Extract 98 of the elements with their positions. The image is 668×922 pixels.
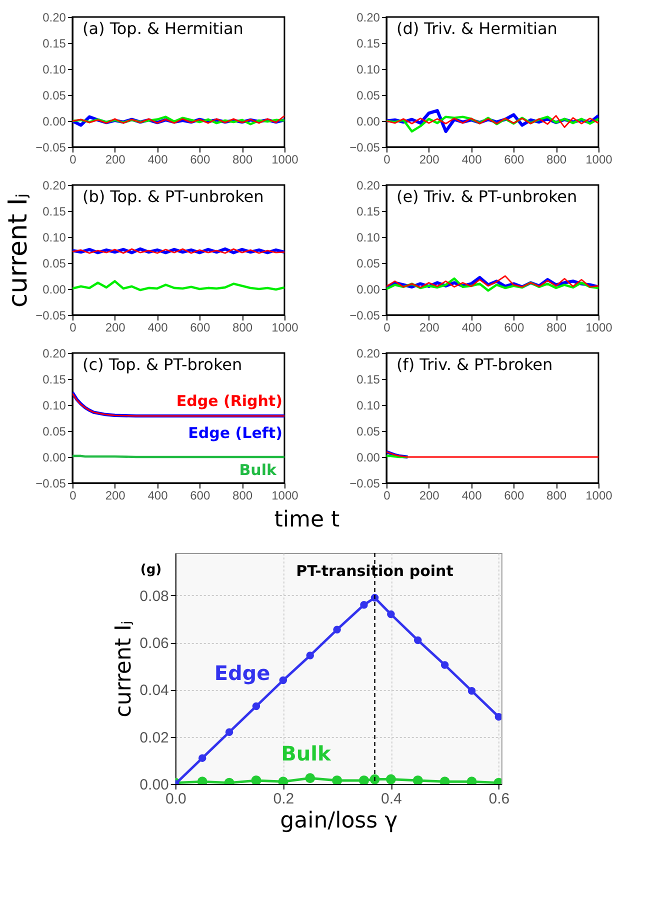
y-tick-label: 0.15 xyxy=(356,36,380,50)
x-tick-label: 200 xyxy=(105,152,126,166)
y-tick-label: 0.00 xyxy=(356,114,380,128)
y-axis-title: current Iⱼ xyxy=(4,193,34,308)
y-tick-label: 0.06 xyxy=(140,635,169,652)
y-tick-label: −0.05 xyxy=(350,476,380,490)
y-tick-label: 0.15 xyxy=(42,372,66,386)
x-axis-title: time t xyxy=(274,508,340,532)
x-tick-label: 400 xyxy=(462,152,482,166)
y-tick-label: 0.15 xyxy=(42,36,66,50)
text: (g) xyxy=(140,562,162,578)
chart-title: (c) Top. & PT-broken xyxy=(82,355,242,374)
x-tick-label: 0 xyxy=(384,320,391,334)
x-tick-label: 600 xyxy=(504,320,524,334)
x-tick-label: 200 xyxy=(419,320,440,334)
x-tick-label: 200 xyxy=(105,488,126,502)
x-tick-label: 1000 xyxy=(272,152,299,166)
series-label: Bulk xyxy=(281,742,332,766)
y-tick-label: 0.20 xyxy=(42,178,66,192)
y-tick-label: 0.05 xyxy=(42,424,66,438)
y-tick-label: −0.05 xyxy=(350,308,380,322)
y-tick-label: 0.20 xyxy=(42,10,66,24)
chart-title: (a) Top. & Hermitian xyxy=(82,19,244,38)
x-tick-label: 1000 xyxy=(586,488,613,502)
x-tick-label: 0.4 xyxy=(380,790,402,808)
series-label: Edge (Left) xyxy=(188,424,282,442)
y-tick-label: −0.05 xyxy=(36,476,66,490)
x-tick-label: 600 xyxy=(190,152,210,166)
y-tick-label: 0.00 xyxy=(42,282,66,296)
y-tick-label: 0.10 xyxy=(356,230,380,244)
x-tick-label: 1000 xyxy=(272,320,299,334)
y-tick-label: 0.05 xyxy=(42,256,66,270)
x-tick-label: 0.0 xyxy=(165,790,186,808)
y-tick-label: 0.10 xyxy=(42,398,66,412)
y-tick-label: 0.05 xyxy=(356,424,380,438)
x-tick-label: 0 xyxy=(384,152,391,166)
y-tick-label: 0.00 xyxy=(42,450,66,464)
y-tick-label: −0.05 xyxy=(36,308,66,322)
x-tick-label: 400 xyxy=(148,152,168,166)
y-tick-label: 0.20 xyxy=(42,346,66,360)
x-tick-label: 400 xyxy=(462,320,482,334)
y-tick-label: 0.15 xyxy=(356,372,380,386)
ref-line-label: PT-transition point xyxy=(296,562,454,580)
x-tick-label: 200 xyxy=(419,488,440,502)
y-tick-label: 0.04 xyxy=(140,682,169,700)
x-tick-label: 0 xyxy=(70,488,77,502)
y-tick-label: 0.15 xyxy=(356,204,380,218)
y-tick-label: 0.05 xyxy=(42,88,66,102)
y-tick-label: 0.00 xyxy=(356,450,380,464)
y-tick-label: 0.08 xyxy=(140,588,169,605)
x-tick-label: 0.6 xyxy=(488,790,510,808)
x-tick-label: 200 xyxy=(105,320,126,334)
x-tick-label: 800 xyxy=(546,488,567,502)
y-tick-label: 0.00 xyxy=(356,282,380,296)
series-label: Edge (Right) xyxy=(176,392,282,410)
y-tick-label: 0.20 xyxy=(356,178,380,192)
y-tick-label: 0.05 xyxy=(356,88,380,102)
x-tick-label: 0 xyxy=(70,152,77,166)
y-tick-label: 0.15 xyxy=(42,204,66,218)
series-label: Bulk xyxy=(239,461,278,479)
chart-title: (f) Triv. & PT-broken xyxy=(396,355,553,374)
x-tick-label: 1000 xyxy=(586,320,613,334)
x-tick-label: 400 xyxy=(148,320,168,334)
x-tick-label: 200 xyxy=(419,152,440,166)
x-tick-label: 1000 xyxy=(586,152,613,166)
y-tick-label: 0.10 xyxy=(42,230,66,244)
x-tick-label: 0 xyxy=(70,320,77,334)
y-tick-label: 0.02 xyxy=(140,729,169,746)
y-tick-label: 0.10 xyxy=(42,62,66,76)
x-tick-label: 800 xyxy=(232,488,253,502)
chart-title: (d) Triv. & Hermitian xyxy=(396,19,558,38)
x-tick-label: 600 xyxy=(190,488,210,502)
chart-title: (e) Triv. & PT-unbroken xyxy=(396,187,578,206)
y-tick-label: −0.05 xyxy=(36,140,66,154)
y-tick-label: 0.10 xyxy=(356,62,380,76)
y-axis-title: current Iⱼ xyxy=(112,620,137,718)
x-tick-label: 400 xyxy=(148,488,168,502)
x-tick-label: 400 xyxy=(462,488,482,502)
x-tick-label: 0 xyxy=(384,488,391,502)
chart-title: (b) Top. & PT-unbroken xyxy=(82,187,264,206)
x-tick-label: 600 xyxy=(190,320,210,334)
y-tick-label: 0.10 xyxy=(356,398,380,412)
x-tick-label: 0.2 xyxy=(273,790,294,808)
y-tick-label: 0.00 xyxy=(140,776,169,794)
y-tick-label: 0.20 xyxy=(356,346,380,360)
y-tick-label: 0.20 xyxy=(356,10,380,24)
x-tick-label: 800 xyxy=(546,152,567,166)
y-tick-label: 0.05 xyxy=(356,256,380,270)
x-tick-label: 800 xyxy=(546,320,567,334)
x-tick-label: 800 xyxy=(232,152,253,166)
y-tick-label: −0.05 xyxy=(350,140,380,154)
x-axis-title: gain/loss γ xyxy=(280,808,398,834)
x-tick-label: 600 xyxy=(504,488,524,502)
x-tick-label: 600 xyxy=(504,152,524,166)
x-tick-label: 1000 xyxy=(272,488,299,502)
y-tick-label: 0.00 xyxy=(42,114,66,128)
x-tick-label: 800 xyxy=(232,320,253,334)
series-label: Edge xyxy=(214,661,270,686)
